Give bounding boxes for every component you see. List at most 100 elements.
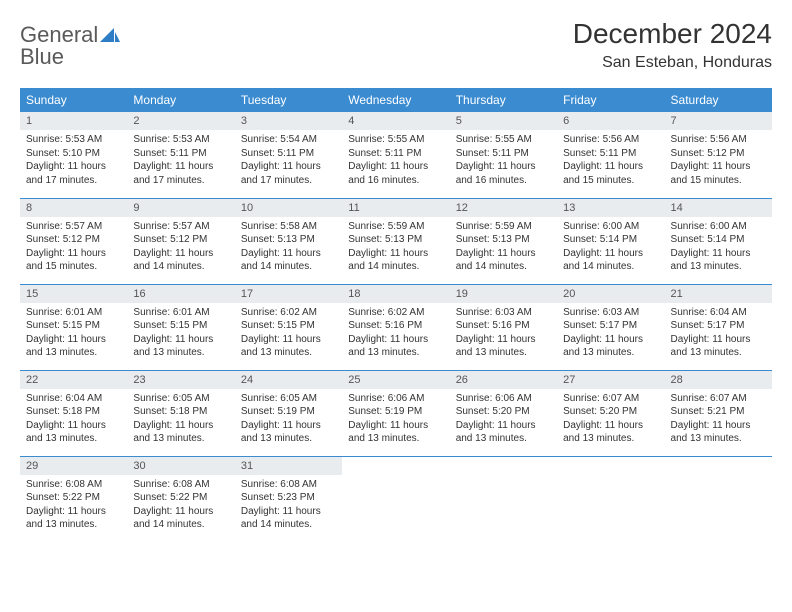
day-number: 8 bbox=[20, 199, 127, 217]
calendar-cell: 7Sunrise: 5:56 AMSunset: 5:12 PMDaylight… bbox=[665, 112, 772, 198]
sunrise-line: Sunrise: 5:59 AM bbox=[456, 220, 551, 234]
daylight-line: Daylight: 11 hours and 16 minutes. bbox=[348, 160, 443, 187]
sunset-line: Sunset: 5:16 PM bbox=[348, 319, 443, 333]
calendar-row: 29Sunrise: 6:08 AMSunset: 5:22 PMDayligh… bbox=[20, 456, 772, 542]
sunset-line: Sunset: 5:13 PM bbox=[348, 233, 443, 247]
daylight-line: Daylight: 11 hours and 13 minutes. bbox=[348, 333, 443, 360]
sunrise-line: Sunrise: 6:02 AM bbox=[241, 306, 336, 320]
calendar-cell: 22Sunrise: 6:04 AMSunset: 5:18 PMDayligh… bbox=[20, 370, 127, 456]
day-number: 9 bbox=[127, 199, 234, 217]
day-details: Sunrise: 6:02 AMSunset: 5:15 PMDaylight:… bbox=[235, 303, 342, 366]
day-number: 6 bbox=[557, 112, 664, 130]
daylight-line: Daylight: 11 hours and 13 minutes. bbox=[671, 247, 766, 274]
daylight-line: Daylight: 11 hours and 13 minutes. bbox=[26, 505, 121, 532]
calendar-cell: 26Sunrise: 6:06 AMSunset: 5:20 PMDayligh… bbox=[450, 370, 557, 456]
sunset-line: Sunset: 5:15 PM bbox=[133, 319, 228, 333]
sunrise-line: Sunrise: 6:05 AM bbox=[133, 392, 228, 406]
day-details: Sunrise: 6:07 AMSunset: 5:21 PMDaylight:… bbox=[665, 389, 772, 452]
daylight-line: Daylight: 11 hours and 14 minutes. bbox=[563, 247, 658, 274]
sunset-line: Sunset: 5:14 PM bbox=[671, 233, 766, 247]
day-number: 12 bbox=[450, 199, 557, 217]
sunset-line: Sunset: 5:15 PM bbox=[241, 319, 336, 333]
day-details: Sunrise: 6:05 AMSunset: 5:18 PMDaylight:… bbox=[127, 389, 234, 452]
day-details: Sunrise: 5:55 AMSunset: 5:11 PMDaylight:… bbox=[342, 130, 449, 193]
sunset-line: Sunset: 5:12 PM bbox=[133, 233, 228, 247]
day-number: 21 bbox=[665, 285, 772, 303]
day-number: 22 bbox=[20, 371, 127, 389]
sunrise-line: Sunrise: 5:57 AM bbox=[26, 220, 121, 234]
sunrise-line: Sunrise: 5:58 AM bbox=[241, 220, 336, 234]
day-details: Sunrise: 5:55 AMSunset: 5:11 PMDaylight:… bbox=[450, 130, 557, 193]
calendar-cell bbox=[342, 456, 449, 542]
daylight-line: Daylight: 11 hours and 17 minutes. bbox=[133, 160, 228, 187]
sunrise-line: Sunrise: 6:00 AM bbox=[671, 220, 766, 234]
day-number: 29 bbox=[20, 457, 127, 475]
daylight-line: Daylight: 11 hours and 13 minutes. bbox=[241, 333, 336, 360]
daylight-line: Daylight: 11 hours and 13 minutes. bbox=[456, 333, 551, 360]
day-details: Sunrise: 5:53 AMSunset: 5:11 PMDaylight:… bbox=[127, 130, 234, 193]
day-details: Sunrise: 5:59 AMSunset: 5:13 PMDaylight:… bbox=[342, 217, 449, 280]
calendar-cell: 1Sunrise: 5:53 AMSunset: 5:10 PMDaylight… bbox=[20, 112, 127, 198]
calendar-row: 8Sunrise: 5:57 AMSunset: 5:12 PMDaylight… bbox=[20, 198, 772, 284]
calendar-cell: 19Sunrise: 6:03 AMSunset: 5:16 PMDayligh… bbox=[450, 284, 557, 370]
weekday-header: Friday bbox=[557, 88, 664, 112]
location: San Esteban, Honduras bbox=[573, 54, 772, 72]
calendar-cell: 4Sunrise: 5:55 AMSunset: 5:11 PMDaylight… bbox=[342, 112, 449, 198]
daylight-line: Daylight: 11 hours and 14 minutes. bbox=[348, 247, 443, 274]
calendar-cell: 21Sunrise: 6:04 AMSunset: 5:17 PMDayligh… bbox=[665, 284, 772, 370]
day-details: Sunrise: 5:57 AMSunset: 5:12 PMDaylight:… bbox=[127, 217, 234, 280]
sunrise-line: Sunrise: 6:08 AM bbox=[26, 478, 121, 492]
sunset-line: Sunset: 5:20 PM bbox=[563, 405, 658, 419]
sunrise-line: Sunrise: 6:01 AM bbox=[133, 306, 228, 320]
day-number: 16 bbox=[127, 285, 234, 303]
calendar-cell: 9Sunrise: 5:57 AMSunset: 5:12 PMDaylight… bbox=[127, 198, 234, 284]
title-block: December 2024 San Esteban, Honduras bbox=[573, 18, 772, 72]
day-details: Sunrise: 5:57 AMSunset: 5:12 PMDaylight:… bbox=[20, 217, 127, 280]
sunrise-line: Sunrise: 6:03 AM bbox=[563, 306, 658, 320]
day-details: Sunrise: 6:01 AMSunset: 5:15 PMDaylight:… bbox=[127, 303, 234, 366]
sunrise-line: Sunrise: 6:00 AM bbox=[563, 220, 658, 234]
calendar-cell: 17Sunrise: 6:02 AMSunset: 5:15 PMDayligh… bbox=[235, 284, 342, 370]
day-number: 30 bbox=[127, 457, 234, 475]
daylight-line: Daylight: 11 hours and 14 minutes. bbox=[241, 247, 336, 274]
sunrise-line: Sunrise: 6:06 AM bbox=[348, 392, 443, 406]
daylight-line: Daylight: 11 hours and 13 minutes. bbox=[133, 419, 228, 446]
sunset-line: Sunset: 5:12 PM bbox=[671, 147, 766, 161]
sunset-line: Sunset: 5:14 PM bbox=[563, 233, 658, 247]
daylight-line: Daylight: 11 hours and 17 minutes. bbox=[26, 160, 121, 187]
daylight-line: Daylight: 11 hours and 13 minutes. bbox=[671, 419, 766, 446]
day-number: 2 bbox=[127, 112, 234, 130]
daylight-line: Daylight: 11 hours and 13 minutes. bbox=[26, 419, 121, 446]
day-details: Sunrise: 6:01 AMSunset: 5:15 PMDaylight:… bbox=[20, 303, 127, 366]
day-number: 27 bbox=[557, 371, 664, 389]
day-number: 28 bbox=[665, 371, 772, 389]
sunrise-line: Sunrise: 6:08 AM bbox=[133, 478, 228, 492]
sunset-line: Sunset: 5:13 PM bbox=[456, 233, 551, 247]
day-details: Sunrise: 6:05 AMSunset: 5:19 PMDaylight:… bbox=[235, 389, 342, 452]
day-details: Sunrise: 6:08 AMSunset: 5:22 PMDaylight:… bbox=[20, 475, 127, 538]
calendar-row: 15Sunrise: 6:01 AMSunset: 5:15 PMDayligh… bbox=[20, 284, 772, 370]
day-number: 19 bbox=[450, 285, 557, 303]
day-details: Sunrise: 6:04 AMSunset: 5:17 PMDaylight:… bbox=[665, 303, 772, 366]
day-details: Sunrise: 5:56 AMSunset: 5:11 PMDaylight:… bbox=[557, 130, 664, 193]
day-number: 24 bbox=[235, 371, 342, 389]
calendar-cell: 12Sunrise: 5:59 AMSunset: 5:13 PMDayligh… bbox=[450, 198, 557, 284]
calendar-cell bbox=[450, 456, 557, 542]
sunrise-line: Sunrise: 5:53 AM bbox=[133, 133, 228, 147]
day-number: 10 bbox=[235, 199, 342, 217]
daylight-line: Daylight: 11 hours and 13 minutes. bbox=[671, 333, 766, 360]
calendar-cell: 30Sunrise: 6:08 AMSunset: 5:22 PMDayligh… bbox=[127, 456, 234, 542]
calendar-cell: 25Sunrise: 6:06 AMSunset: 5:19 PMDayligh… bbox=[342, 370, 449, 456]
sunrise-line: Sunrise: 5:55 AM bbox=[456, 133, 551, 147]
daylight-line: Daylight: 11 hours and 13 minutes. bbox=[456, 419, 551, 446]
daylight-line: Daylight: 11 hours and 15 minutes. bbox=[671, 160, 766, 187]
sunset-line: Sunset: 5:21 PM bbox=[671, 405, 766, 419]
calendar-cell: 18Sunrise: 6:02 AMSunset: 5:16 PMDayligh… bbox=[342, 284, 449, 370]
logo-word2: Blue bbox=[20, 46, 120, 68]
calendar-cell bbox=[557, 456, 664, 542]
daylight-line: Daylight: 11 hours and 14 minutes. bbox=[241, 505, 336, 532]
day-number: 31 bbox=[235, 457, 342, 475]
sunrise-line: Sunrise: 6:06 AM bbox=[456, 392, 551, 406]
daylight-line: Daylight: 11 hours and 13 minutes. bbox=[133, 333, 228, 360]
sunset-line: Sunset: 5:19 PM bbox=[241, 405, 336, 419]
